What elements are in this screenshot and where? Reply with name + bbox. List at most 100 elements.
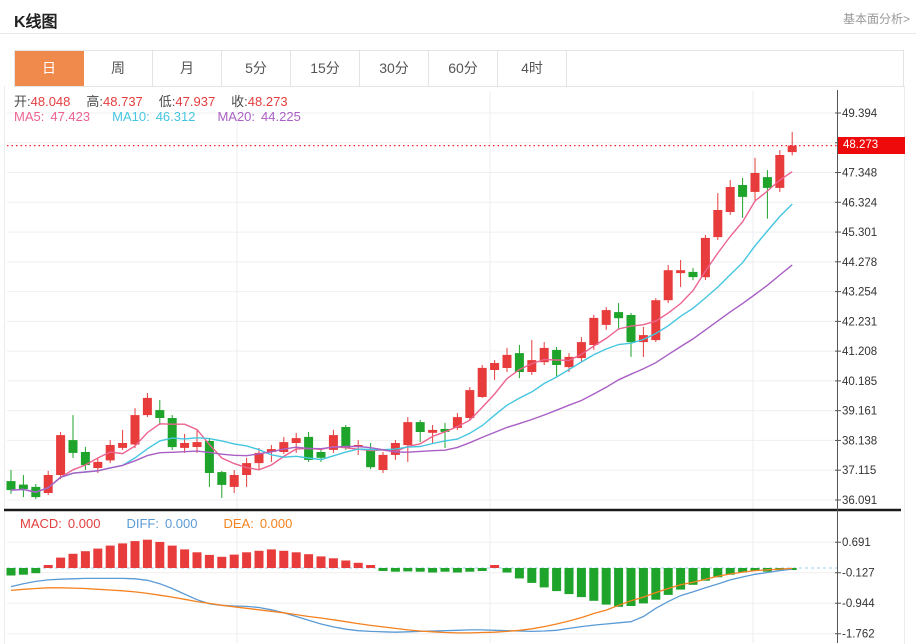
candle[interactable] [539, 347, 549, 363]
kline-chart-canvas[interactable]: 49.39448.37147.34846.32445.30144.27843.2… [0, 86, 916, 644]
candle[interactable] [118, 443, 128, 448]
candle[interactable] [750, 173, 760, 192]
macd-bar[interactable] [700, 568, 710, 581]
candle[interactable] [614, 312, 624, 319]
candle[interactable] [626, 315, 636, 343]
macd-bar[interactable] [539, 568, 549, 588]
candle[interactable] [787, 145, 797, 153]
macd-bar[interactable] [477, 568, 487, 571]
candle[interactable] [663, 270, 673, 301]
macd-bar[interactable] [663, 568, 673, 595]
candle[interactable] [341, 427, 351, 448]
candle[interactable] [775, 155, 785, 188]
macd-bar[interactable] [217, 556, 227, 568]
macd-bar[interactable] [130, 541, 140, 568]
candle[interactable] [68, 440, 78, 453]
tab-5min[interactable]: 5分 [222, 51, 291, 86]
macd-bar[interactable] [651, 568, 661, 600]
macd-bar[interactable] [316, 556, 326, 568]
macd-bar[interactable] [204, 554, 214, 568]
macd-bar[interactable] [614, 568, 624, 607]
macd-bar[interactable] [180, 549, 190, 568]
candles-layer[interactable] [6, 132, 797, 500]
candle[interactable] [514, 353, 524, 372]
candle[interactable] [440, 429, 450, 432]
macd-bar[interactable] [366, 565, 376, 568]
macd-bar[interactable] [576, 568, 586, 598]
candle[interactable] [651, 300, 661, 341]
candle[interactable] [204, 441, 214, 473]
macd-bar[interactable] [750, 568, 760, 571]
macd-bar[interactable] [564, 568, 574, 595]
macd-bar[interactable] [105, 545, 115, 568]
candle[interactable] [403, 422, 413, 446]
candle[interactable] [242, 463, 252, 475]
candle[interactable] [130, 415, 140, 445]
macd-bar[interactable] [440, 568, 450, 572]
tab-15min[interactable]: 15分 [291, 51, 360, 86]
candle[interactable] [56, 435, 66, 475]
macd-bar[interactable] [229, 554, 239, 568]
candle[interactable] [700, 237, 710, 278]
candle[interactable] [279, 442, 289, 452]
macd-bar[interactable] [167, 545, 177, 568]
candle[interactable] [6, 481, 16, 491]
macd-bar[interactable] [142, 539, 152, 568]
tab-month[interactable]: 月 [153, 51, 222, 86]
macd-bar[interactable] [341, 560, 351, 569]
candle[interactable] [254, 452, 264, 464]
macd-bar[interactable] [93, 548, 103, 568]
tab-day[interactable]: 日 [15, 51, 84, 86]
candle[interactable] [465, 390, 475, 418]
candle[interactable] [155, 410, 165, 418]
candle[interactable] [366, 450, 376, 468]
candle[interactable] [601, 310, 611, 325]
macd-bar[interactable] [428, 568, 438, 573]
candle[interactable] [490, 363, 500, 370]
candle[interactable] [564, 356, 574, 368]
candle[interactable] [229, 475, 239, 487]
candle[interactable] [266, 449, 276, 452]
candle[interactable] [713, 210, 723, 238]
candle[interactable] [142, 397, 152, 416]
candle[interactable] [180, 443, 190, 448]
macd-bar[interactable] [403, 568, 413, 572]
candle[interactable] [477, 367, 487, 397]
candle[interactable] [80, 452, 90, 466]
macd-bar[interactable] [601, 568, 611, 605]
macd-bar[interactable] [6, 568, 16, 576]
macd-bar[interactable] [31, 568, 41, 574]
candle[interactable] [638, 335, 648, 343]
candle[interactable] [738, 185, 748, 197]
candle[interactable] [93, 461, 103, 468]
macd-histogram[interactable] [6, 539, 797, 607]
macd-bar[interactable] [490, 565, 500, 568]
macd-bar[interactable] [415, 568, 425, 572]
macd-bar[interactable] [254, 550, 264, 568]
macd-bar[interactable] [304, 554, 314, 568]
fundamental-analysis-link[interactable]: 基本面分析> [842, 12, 910, 26]
macd-bar[interactable] [465, 568, 475, 572]
macd-bar[interactable] [452, 568, 462, 573]
macd-bar[interactable] [266, 549, 276, 568]
tab-week[interactable]: 周 [84, 51, 153, 86]
candle[interactable] [415, 422, 425, 432]
candle[interactable] [291, 438, 301, 443]
macd-bar[interactable] [279, 550, 289, 568]
candle[interactable] [452, 417, 462, 428]
candle[interactable] [589, 317, 599, 345]
macd-bar[interactable] [378, 568, 388, 571]
macd-bar[interactable] [192, 552, 202, 568]
macd-bar[interactable] [527, 568, 537, 583]
candle[interactable] [762, 177, 772, 188]
candle[interactable] [192, 442, 202, 447]
macd-bar[interactable] [502, 568, 512, 573]
macd-bar[interactable] [514, 568, 524, 579]
candle[interactable] [576, 342, 586, 359]
candle[interactable] [18, 484, 28, 489]
candle[interactable] [167, 418, 177, 448]
candle[interactable] [688, 271, 698, 278]
candle[interactable] [43, 475, 53, 493]
macd-bar[interactable] [589, 568, 599, 601]
macd-bar[interactable] [43, 565, 53, 568]
